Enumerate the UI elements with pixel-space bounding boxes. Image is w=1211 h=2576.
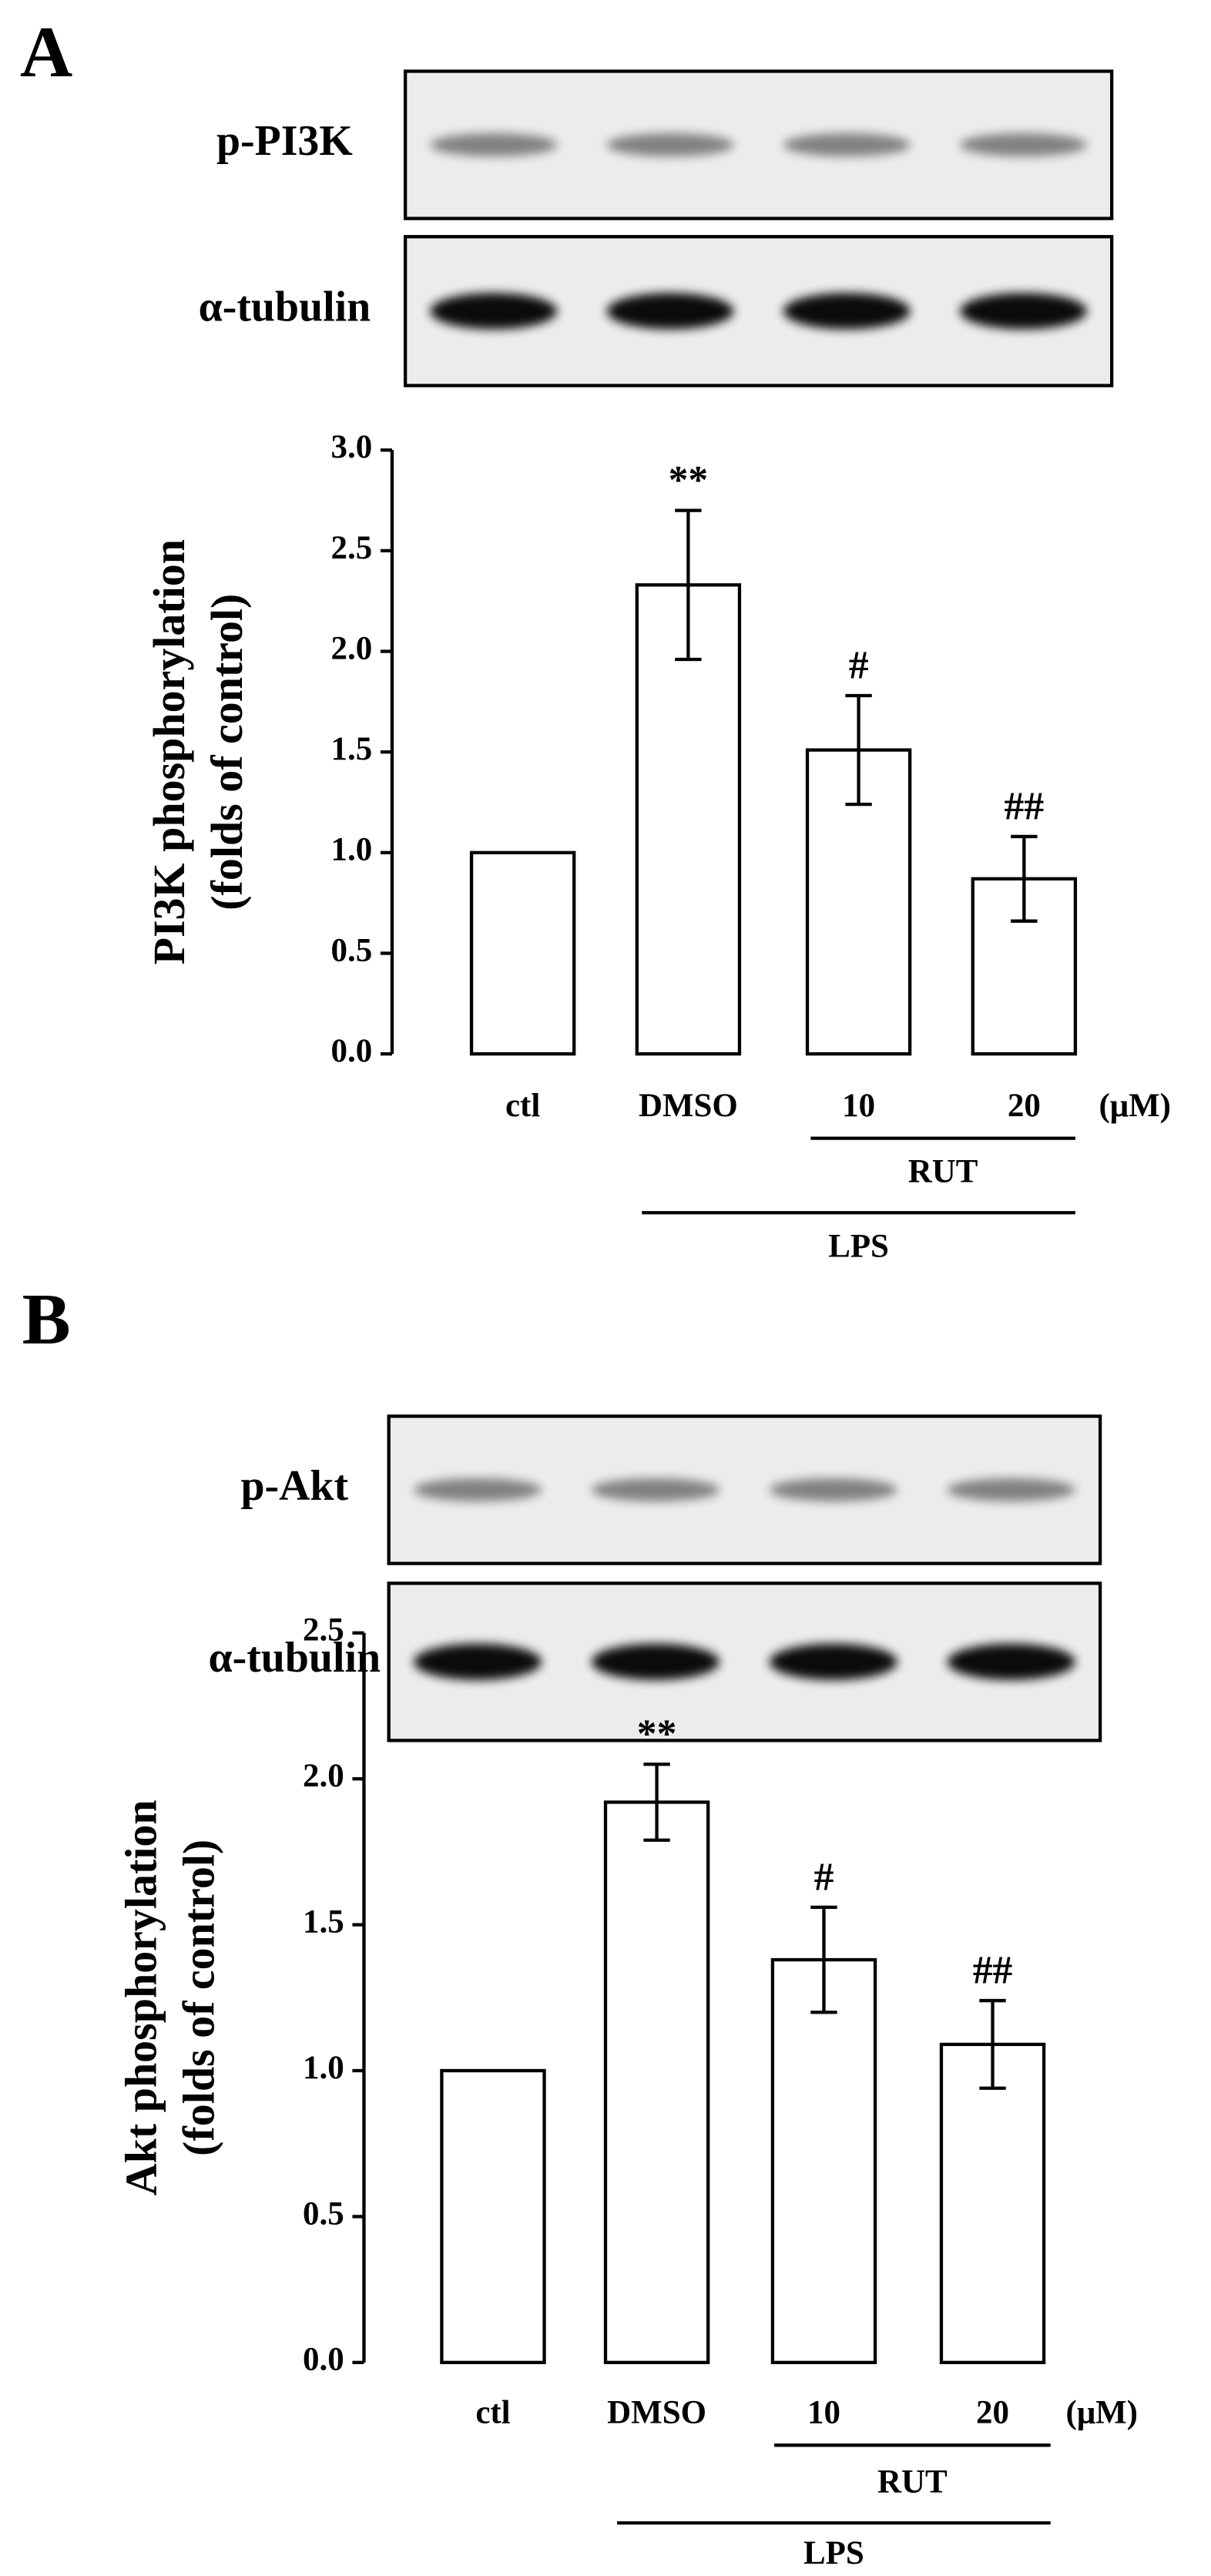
- panel-letter: B: [22, 1280, 71, 1360]
- blot-label: p-PI3K: [216, 117, 353, 165]
- blot-band: [959, 133, 1088, 157]
- blot-band: [947, 1478, 1075, 1502]
- blot-band: [959, 293, 1088, 330]
- y-axis-label: PI3K phosphorylation: [144, 539, 194, 964]
- y-tick-label: 2.0: [331, 630, 373, 666]
- blot-band: [591, 1478, 720, 1502]
- blot-band: [947, 1643, 1075, 1680]
- y-tick-label: 1.0: [303, 2050, 344, 2086]
- y-tick-label: 1.5: [331, 731, 373, 767]
- y-tick-label: 2.0: [303, 1758, 344, 1794]
- blot-band: [783, 293, 911, 330]
- significance-label: **: [637, 1712, 677, 1756]
- x-tick-label: 10: [842, 1088, 875, 1124]
- unit-label: (μM): [1099, 1088, 1170, 1124]
- significance-label: #: [849, 644, 869, 688]
- panel-letter: A: [20, 12, 72, 92]
- y-axis-label: (folds of control): [173, 1840, 223, 2156]
- y-tick-label: 0.0: [303, 2342, 344, 2378]
- y-tick-label: 3.0: [331, 429, 373, 465]
- x-tick-label: ctl: [475, 2394, 510, 2430]
- significance-label: ##: [973, 1949, 1013, 1993]
- group-label: LPS: [828, 1228, 889, 1264]
- bar: [469, 850, 576, 1056]
- y-tick-label: 1.5: [303, 1903, 344, 1940]
- group-label: RUT: [877, 2464, 948, 2501]
- x-tick-label: 20: [976, 2394, 1009, 2430]
- blot-band: [413, 1478, 542, 1502]
- significance-label: ##: [1005, 784, 1045, 828]
- significance-label: #: [814, 1855, 834, 1899]
- significance-label: **: [669, 458, 709, 502]
- bar: [635, 583, 742, 1056]
- blot-band: [606, 293, 734, 330]
- blot-band: [430, 293, 558, 330]
- x-tick-label: DMSO: [607, 2394, 706, 2430]
- blot-band: [606, 133, 734, 157]
- blot-band: [783, 133, 911, 157]
- group-label: RUT: [908, 1154, 978, 1190]
- x-tick-label: DMSO: [639, 1088, 738, 1124]
- blot-band: [430, 133, 558, 157]
- blot-label: α-tubulin: [208, 1634, 381, 1682]
- x-tick-label: 10: [807, 2394, 840, 2430]
- y-tick-label: 2.5: [303, 1612, 344, 1649]
- bar: [440, 2068, 546, 2364]
- blot-label: α-tubulin: [199, 283, 371, 331]
- blot-label: p-Akt: [240, 1462, 348, 1510]
- group-label: LPS: [803, 2535, 864, 2571]
- y-tick-label: 0.5: [331, 932, 373, 968]
- y-tick-label: 1.0: [331, 832, 373, 868]
- unit-label: (μM): [1066, 2394, 1138, 2430]
- bar: [770, 1957, 877, 2364]
- y-tick-label: 0.5: [303, 2195, 344, 2232]
- blot-band: [769, 1478, 897, 1502]
- y-tick-label: 0.0: [331, 1033, 373, 1069]
- bar: [603, 1800, 710, 2364]
- blot-band: [413, 1643, 542, 1680]
- y-axis-label: (folds of control): [202, 594, 252, 911]
- x-tick-label: ctl: [505, 1088, 540, 1124]
- y-tick-label: 2.5: [331, 530, 373, 566]
- blot-band: [591, 1643, 720, 1680]
- y-axis-label: Akt phosphorylation: [116, 1800, 166, 2195]
- blot-band: [769, 1643, 897, 1680]
- x-tick-label: 20: [1008, 1088, 1041, 1124]
- bar: [939, 2042, 1046, 2364]
